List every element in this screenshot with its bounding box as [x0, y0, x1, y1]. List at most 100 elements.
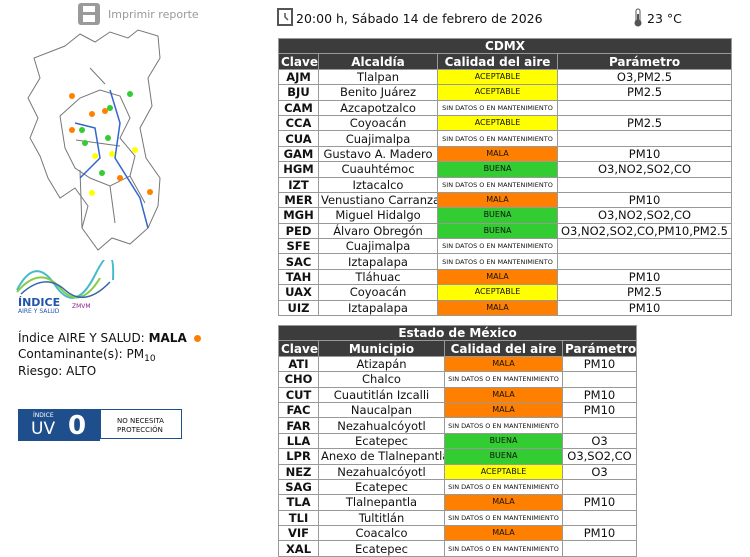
station-code: FAR [278, 417, 319, 434]
parameter: PM10 [561, 355, 638, 373]
parameter [556, 130, 733, 147]
air-quality: SIN DATOS O EN MANTENIMIENTO [444, 371, 563, 388]
station-row: GAM Gustavo A. Madero MALA PM10 [278, 145, 733, 163]
station-code: BJU [278, 84, 319, 101]
parameter [561, 509, 638, 527]
air-quality: SIN DATOS O EN MANTENIMIENTO [444, 540, 563, 557]
air-quality: MALA [437, 191, 558, 209]
station-name: Cuauhtémoc [318, 161, 438, 178]
station-name: Cuautitlán Izcalli [318, 386, 445, 403]
air-quality: SIN DATOS O EN MANTENIMIENTO [444, 417, 563, 434]
station-name: Naucalpan [318, 401, 445, 419]
station-code: LPR [278, 448, 319, 465]
parameter [561, 417, 638, 434]
station-name: Miguel Hidalgo [318, 207, 438, 224]
station-row: TAH Tláhuac MALA PM10 [278, 268, 733, 286]
air-quality: MALA [444, 494, 563, 511]
air-quality: SIN DATOS O EN MANTENIMIENTO [437, 238, 558, 255]
station-code: CUA [278, 130, 319, 147]
print-icon[interactable] [78, 3, 100, 25]
station-code: LLA [278, 432, 319, 450]
station-name: Iztacalco [318, 176, 438, 193]
station-row: NEZ Nezahualcóyotl ACEPTABLE O3 [278, 463, 638, 480]
air-quality: ACEPTABLE [444, 463, 563, 480]
parameter [556, 99, 733, 116]
parameter: O3,SO2,CO [561, 448, 638, 465]
station-name: Álvaro Obregón [318, 222, 438, 240]
parameter [556, 176, 733, 193]
station-code: UAX [278, 284, 319, 301]
station-name: Tlalpan [318, 68, 438, 86]
station-row: SAG Ecatepec SIN DATOS O EN MANTENIMIENTO [278, 478, 638, 496]
station-code: CAM [278, 99, 319, 116]
air-quality: BUENA [437, 222, 558, 240]
air-quality: ACEPTABLE [437, 84, 558, 101]
air-quality: BUENA [444, 448, 563, 465]
station-code: VIF [278, 525, 319, 542]
table-title: Estado de México [277, 324, 638, 342]
station-code: SFE [278, 238, 319, 255]
index-value: MALA [148, 331, 187, 345]
station-code: SAG [278, 478, 319, 496]
parameter [561, 540, 638, 557]
station-code: AJM [278, 68, 319, 86]
station-row: ATI Atizapán MALA PM10 [278, 355, 638, 373]
station-name: Chalco [318, 371, 445, 388]
station-row: PED Álvaro Obregón BUENA O3,NO2,SO2,CO,PM10… [278, 222, 733, 240]
parameter: PM10 [561, 494, 638, 511]
air-quality: ACEPTABLE [437, 284, 558, 301]
station-row: CHO Chalco SIN DATOS O EN MANTENIMIENTO [278, 371, 638, 388]
column-header: Calidad del aire [437, 53, 558, 70]
column-header: Parámetro [561, 340, 638, 357]
air-quality: MALA [444, 525, 563, 542]
station-name: Coyoacán [318, 284, 438, 301]
station-row: HGM Cuauhtémoc BUENA O3,NO2,SO2,CO [278, 161, 733, 178]
station-code: SAC [278, 253, 319, 270]
station-row: LLA Ecatepec BUENA O3 [278, 432, 638, 450]
parameter [561, 478, 638, 496]
air-quality: BUENA [444, 432, 563, 450]
air-quality: SIN DATOS O EN MANTENIMIENTO [444, 509, 563, 527]
station-name: Coacalco [318, 525, 445, 542]
pollutant-line: Contaminante(s): PM10 [18, 347, 156, 364]
air-quality: MALA [437, 268, 558, 286]
parameter: PM10 [561, 386, 638, 403]
station-row: MER Venustiano Carranza MALA PM10 [278, 191, 733, 209]
parameter: O3,PM2.5 [556, 68, 733, 86]
parameter: O3 [561, 432, 638, 450]
station-row: TLI Tultitlán SIN DATOS O EN MANTENIMIENTO [278, 509, 638, 527]
station-code: TLA [278, 494, 319, 511]
parameter: O3,NO2,SO2,CO,PM10,PM2.5 [556, 222, 733, 240]
station-code: CCA [278, 114, 319, 132]
station-name: Tlalnepantla [318, 494, 445, 511]
map [27, 29, 161, 251]
station-row: XAL Ecatepec SIN DATOS O EN MANTENIMIENTO [278, 540, 638, 557]
station-name: Coyoacán [318, 114, 438, 132]
station-name: Venustiano Carranza [318, 191, 438, 209]
station-code: MER [278, 191, 319, 209]
station-code: NEZ [278, 463, 319, 480]
station-code: MGH [278, 207, 319, 224]
station-row: SAC Iztapalapa SIN DATOS O EN MANTENIMIENT… [278, 253, 733, 270]
print-link[interactable]: Imprimir reporte [108, 8, 199, 21]
station-row: CCA Coyoacán ACEPTABLE PM2.5 [278, 114, 733, 132]
column-header: Calidad del aire [444, 340, 563, 357]
logo-brand: ZMVM [72, 303, 91, 310]
station-row: CUA Cuajimalpa SIN DATOS O EN MANTENIMIENT… [278, 130, 733, 147]
column-header: Municipio [318, 340, 445, 357]
parameter: O3,NO2,SO2,CO [556, 161, 733, 178]
station-row: AJM Tlalpan ACEPTABLE O3,PM2.5 [278, 68, 733, 86]
parameter: PM10 [556, 191, 733, 209]
index-line: Índice AIRE Y SALUD: MALA [18, 331, 201, 345]
column-header: Clave [278, 340, 319, 357]
station-name: Ecatepec [318, 540, 445, 557]
air-quality: SIN DATOS O EN MANTENIMIENTO [437, 130, 558, 147]
air-quality: ACEPTABLE [437, 68, 558, 86]
header-row: Clave Alcaldía Calidad del aire Parámetro [278, 53, 733, 70]
station-row: UIZ Iztapalapa MALA PM10 [278, 299, 733, 317]
station-row: UAX Coyoacán ACEPTABLE PM2.5 [278, 284, 733, 301]
cdmx-table: CDMX Clave Alcaldía Calidad del aire Parámet… [277, 37, 733, 317]
air-quality: BUENA [437, 207, 558, 224]
station-code: XAL [278, 540, 319, 557]
station-name: Cuajimalpa [318, 130, 438, 147]
